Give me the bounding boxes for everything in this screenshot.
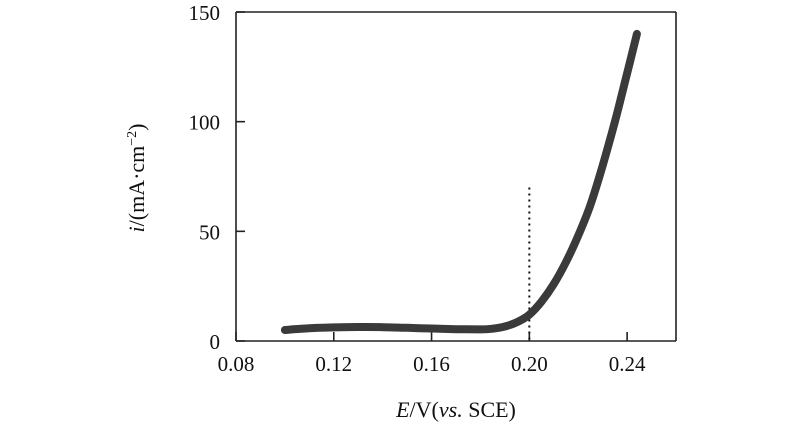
y-axis-title-unit: /(mA·cm	[124, 146, 149, 227]
x-tick-label: 0.24	[609, 352, 646, 376]
y-axis-title-symbol: i	[124, 226, 149, 232]
x-tick-label: 0.20	[511, 352, 548, 376]
x-axis-title-reference: SCE)	[463, 397, 516, 422]
y-tick-label: 100	[189, 111, 221, 135]
plot-axes	[235, 11, 677, 342]
y-tick-label: 50	[199, 220, 220, 244]
x-tick-label: 0.12	[315, 352, 352, 376]
y-axis-title-exponent: −2	[125, 131, 140, 146]
y-ticks: 0 50 100 150	[189, 1, 245, 354]
y-axis-title-close: )	[124, 123, 149, 130]
y-tick-label: 0	[210, 330, 221, 354]
x-axis-title-unit: /V(	[410, 397, 439, 422]
x-axis-title-vs: vs.	[439, 397, 463, 422]
x-axis-title-symbol: E	[395, 397, 410, 422]
x-tick-label: 0.08	[218, 352, 255, 376]
polarization-curve	[280, 29, 641, 334]
y-axis-title: i/(mA·cm−2)	[124, 123, 149, 232]
y-tick-label: 150	[189, 1, 221, 25]
x-ticks: 0.08 0.12 0.16 0.20 0.24	[218, 332, 646, 376]
x-axis-title: E/V(vs. SCE)	[395, 397, 516, 422]
x-tick-label: 0.16	[413, 352, 450, 376]
